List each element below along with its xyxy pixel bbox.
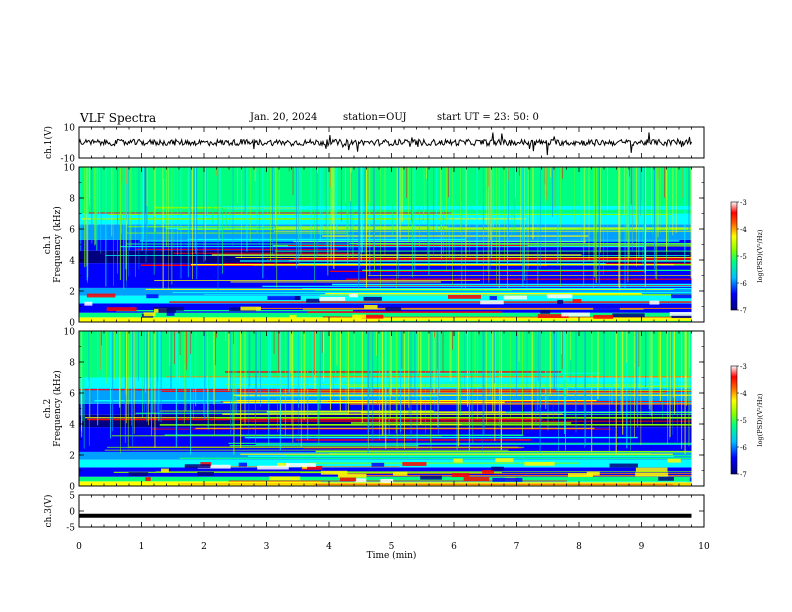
colorbar-2-tick-label: -6: [740, 280, 747, 288]
colorbar-3-tick-label: -4: [740, 390, 747, 398]
spectrogram-2-image: [79, 331, 692, 486]
xtick-label: 1: [139, 542, 145, 552]
panel-3-channel-label: ch.2: [43, 399, 53, 418]
panel-1-ytick-label: -10: [61, 155, 76, 165]
xtick-label: 8: [576, 542, 582, 552]
xtick-label: 9: [639, 542, 645, 552]
panel-4-ytick-label: 0: [69, 508, 75, 518]
header-date: Jan. 20, 2024: [250, 112, 318, 123]
panel-3-ytick-label: 6: [69, 390, 75, 400]
colorbar-3-tick-label: -5: [740, 417, 747, 425]
panel-4-ytick-label: -5: [66, 524, 75, 534]
xtick-label: 2: [201, 542, 207, 552]
panel-4-ylabel: ch.3(V): [43, 495, 54, 528]
colorbar-3-label: log(PSD)(V²/Hz): [756, 393, 764, 446]
xtick-label: 7: [514, 542, 520, 552]
panel-1-ylabel: ch.1(V): [43, 126, 54, 159]
panel-3-ytick-label: 2: [69, 452, 75, 462]
xtick-label: 3: [264, 542, 270, 552]
colorbar-3-tick-label: -3: [740, 363, 747, 371]
xtick-label: 4: [326, 542, 332, 552]
panel-2-ylabel: Frequency (kHz): [52, 206, 63, 283]
colorbar-2-tick-label: -3: [740, 199, 747, 207]
colorbar-2-tick-label: -5: [740, 253, 747, 261]
xtick-label: 10: [698, 542, 710, 552]
colorbar-2-tick-label: -7: [740, 307, 747, 315]
panel-2-ytick-label: 10: [64, 164, 76, 174]
panel-3-ytick-label: 4: [69, 421, 75, 431]
panel-3-ylabel: Frequency (kHz): [52, 370, 63, 447]
panel-2-ytick-label: 6: [69, 226, 75, 236]
panel-2-colorbar: [730, 201, 738, 311]
header-station: station=OUJ: [343, 112, 407, 123]
panel-2-ytick-label: 8: [69, 195, 75, 205]
panel-2-ytick-label: 0: [69, 319, 75, 329]
panel-3-colorbar: [730, 365, 738, 475]
xtick-label: 6: [451, 542, 457, 552]
panel-3-ytick-label: 10: [64, 328, 76, 338]
ch1-waveform-trace: [78, 132, 692, 156]
xtick-label: 5: [389, 542, 395, 552]
header-title: VLF Spectra: [80, 111, 157, 125]
panel-3-ytick-label: 0: [69, 483, 75, 493]
panel-2-ytick-label: 4: [69, 257, 75, 267]
spectrogram-1-image: [79, 167, 692, 323]
colorbar-3-tick-label: -7: [740, 471, 747, 479]
panel-1-ytick-label: 10: [64, 124, 76, 134]
panel-3-ytick-label: 8: [69, 359, 75, 369]
colorbar-2-tick-label: -4: [740, 226, 747, 234]
panel-2-channel-label: ch.1: [43, 235, 53, 254]
panel-4-ytick-label: 5: [69, 492, 75, 502]
colorbar-2-label: log(PSD)(V²/Hz): [756, 229, 764, 282]
header-start-ut: start UT = 23: 50: 0: [437, 112, 539, 123]
colorbar-3-tick-label: -6: [740, 444, 747, 452]
panel-2-ytick-label: 2: [69, 288, 75, 298]
xtick-label: 0: [76, 542, 82, 552]
x-axis-label: Time (min): [367, 550, 417, 561]
